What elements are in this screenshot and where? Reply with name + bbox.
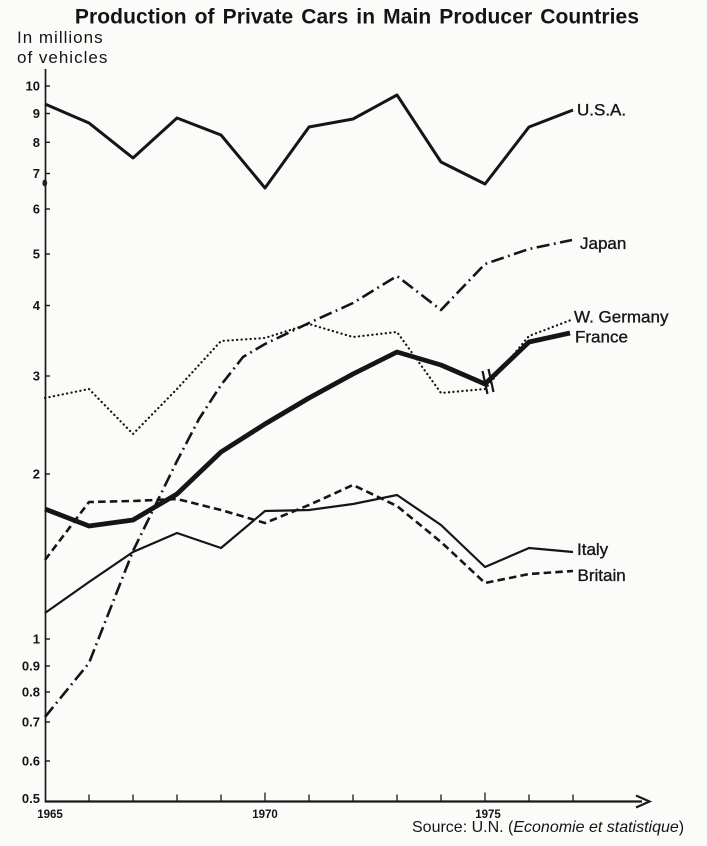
svg-text:7: 7	[33, 166, 40, 181]
svg-text:In millions: In millions	[17, 28, 104, 47]
svg-text:4: 4	[33, 298, 41, 313]
svg-text:Production of Private Cars in: Production of Private Cars in Main Produ…	[75, 6, 639, 29]
svg-text:0.6: 0.6	[22, 754, 40, 769]
svg-text:10: 10	[26, 79, 40, 94]
svg-text:W. Germany: W. Germany	[574, 308, 669, 327]
svg-text:0.5: 0.5	[22, 791, 40, 806]
svg-text:0.9: 0.9	[22, 659, 40, 674]
svg-text:8: 8	[33, 135, 40, 150]
svg-text:Italy: Italy	[577, 540, 609, 559]
svg-text:1965: 1965	[37, 809, 63, 821]
svg-text:1970: 1970	[252, 809, 278, 821]
svg-text:1: 1	[33, 632, 40, 647]
svg-text:Britain: Britain	[578, 566, 626, 585]
svg-text:1975: 1975	[475, 809, 501, 821]
svg-text:9: 9	[33, 106, 40, 121]
svg-text:5: 5	[33, 247, 40, 262]
svg-text:3: 3	[33, 369, 40, 384]
svg-text:2: 2	[33, 467, 40, 482]
svg-text:U.S.A.: U.S.A.	[577, 101, 626, 120]
svg-text:Japan: Japan	[580, 234, 626, 253]
svg-text:of vehicles: of vehicles	[17, 48, 108, 67]
svg-text:6: 6	[33, 202, 40, 217]
svg-text:Source: U.N. (Economie et stat: Source: U.N. (Economie et statistique)	[412, 819, 684, 836]
svg-text:0.8: 0.8	[22, 685, 40, 700]
svg-text:0.7: 0.7	[22, 715, 40, 730]
svg-text:France: France	[575, 328, 628, 347]
